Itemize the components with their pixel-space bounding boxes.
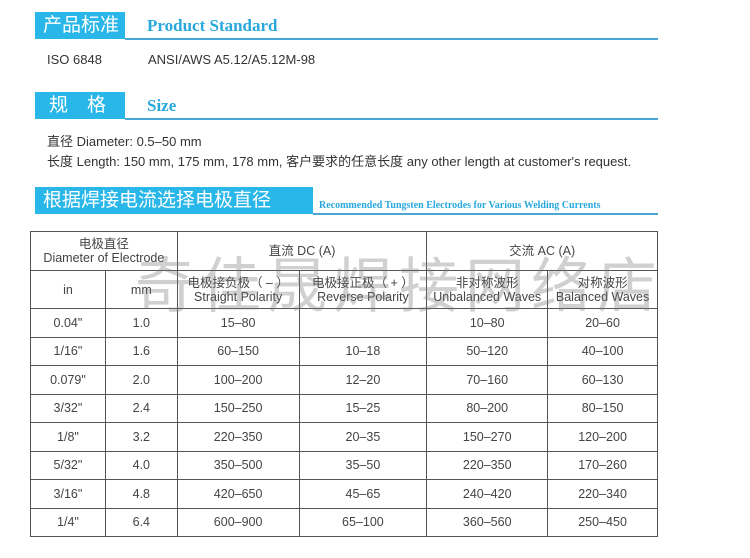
cell-balanced: 60–130 xyxy=(547,365,658,395)
table-subheader-row: in mm 电极接负极（ – ） Straight Polarity 电极接正极（… xyxy=(30,270,658,309)
dc-header: 直流 DC (A) xyxy=(176,231,428,271)
balanced-header: 对称波形 Balanced Waves xyxy=(547,270,658,309)
cell-balanced: 80–150 xyxy=(547,393,658,423)
cell-unbalanced: 70–160 xyxy=(426,365,549,395)
cell-mm: 4.0 xyxy=(104,450,178,480)
cell-straight: 60–150 xyxy=(176,336,300,366)
cell-balanced: 40–100 xyxy=(547,336,658,366)
cell-straight: 150–250 xyxy=(176,393,300,423)
cell-in: 1/4" xyxy=(30,507,106,537)
cell-reverse: 15–25 xyxy=(298,393,428,423)
cell-in: 0.079" xyxy=(30,365,106,395)
cell-balanced: 120–200 xyxy=(547,422,658,452)
mm-header: mm xyxy=(104,270,178,309)
cell-in: 0.04" xyxy=(30,308,106,338)
cell-reverse: 45–65 xyxy=(298,479,428,509)
cell-mm: 2.4 xyxy=(104,393,178,423)
size-header: 规 格 Size xyxy=(35,92,658,120)
bal-en: Balanced Waves xyxy=(555,289,650,304)
in-header: in xyxy=(30,270,106,309)
reverse-polarity-header: 电极接正极（ + ） Reverse Polarity xyxy=(298,270,428,309)
diameter-text: 直径 Diameter: 0.5–50 mm xyxy=(47,134,202,149)
cell-mm: 1.6 xyxy=(104,336,178,366)
straight-en: Straight Polarity xyxy=(194,289,283,304)
cell-unbalanced: 240–420 xyxy=(426,479,549,509)
cell-in: 1/8" xyxy=(30,422,106,452)
unbalanced-header: 非对称波形 Unbalanced Waves xyxy=(426,270,549,309)
diameter-header: 电极直径 Diameter of Electrode xyxy=(30,231,178,271)
table-row: 1/16" 1.6 60–150 10–18 50–120 40–100 xyxy=(30,336,658,366)
cell-reverse: 20–35 xyxy=(298,422,428,452)
straight-polarity-header: 电极接负极（ – ） Straight Polarity xyxy=(176,270,300,309)
cell-straight: 350–500 xyxy=(176,450,300,480)
unbal-cn: 非对称波形 xyxy=(455,275,519,290)
cell-straight: 420–650 xyxy=(176,479,300,509)
cell-unbalanced: 220–350 xyxy=(426,450,549,480)
size-title-en: Size xyxy=(147,96,177,115)
cell-mm: 3.2 xyxy=(104,422,178,452)
standard-iso: ISO 6848 xyxy=(47,52,102,67)
table-row: 3/32" 2.4 150–250 15–25 80–200 80–150 xyxy=(30,393,658,423)
electrode-current-table: 电极直径 Diameter of Electrode 直流 DC (A) 交流 A… xyxy=(30,231,658,537)
cell-mm: 2.0 xyxy=(104,365,178,395)
cell-straight: 100–200 xyxy=(176,365,300,395)
cell-reverse: 65–100 xyxy=(298,507,428,537)
cell-in: 5/32" xyxy=(30,450,106,480)
product-standard-title-en: Product Standard xyxy=(147,16,278,35)
cell-balanced: 220–340 xyxy=(547,479,658,509)
divider xyxy=(125,118,658,120)
size-title-cn: 规 格 xyxy=(35,92,125,119)
cell-unbalanced: 360–560 xyxy=(426,507,549,537)
cell-reverse: 35–50 xyxy=(298,450,428,480)
straight-cn: 电极接负极（ – ） xyxy=(187,275,289,290)
table-row: 1/4" 6.4 600–900 65–100 360–560 250–450 xyxy=(30,507,658,537)
cell-straight: 15–80 xyxy=(176,308,300,338)
cell-mm: 4.8 xyxy=(104,479,178,509)
cell-mm: 6.4 xyxy=(104,507,178,537)
reverse-en: Reverse Polarity xyxy=(317,289,409,304)
current-header: 根据焊接电流选择电极直径 Recommended Tungsten Electr… xyxy=(35,187,658,215)
current-title-en: Recommended Tungsten Electrodes for Vari… xyxy=(319,200,601,211)
cell-unbalanced: 80–200 xyxy=(426,393,549,423)
cell-reverse: 12–20 xyxy=(298,365,428,395)
table-row: 1/8" 3.2 220–350 20–35 150–270 120–200 xyxy=(30,422,658,452)
cell-straight: 600–900 xyxy=(176,507,300,537)
cell-in: 3/16" xyxy=(30,479,106,509)
cell-balanced: 170–260 xyxy=(547,450,658,480)
cell-unbalanced: 10–80 xyxy=(426,308,549,338)
product-standard-title-cn: 产品标准 xyxy=(35,12,125,39)
cell-in: 1/16" xyxy=(30,336,106,366)
product-standard-header: 产品标准 Product Standard xyxy=(35,12,658,40)
diameter-header-en: Diameter of Electrode xyxy=(43,251,165,265)
ac-header: 交流 AC (A) xyxy=(426,231,658,271)
table-row: 0.079" 2.0 100–200 12–20 70–160 60–130 xyxy=(30,365,658,395)
cell-reverse xyxy=(298,308,428,338)
table-row: 5/32" 4.0 350–500 35–50 220–350 170–260 xyxy=(30,450,658,480)
table-header-row: 电极直径 Diameter of Electrode 直流 DC (A) 交流 A… xyxy=(30,231,658,271)
current-title-cn: 根据焊接电流选择电极直径 xyxy=(35,187,313,214)
cell-unbalanced: 150–270 xyxy=(426,422,549,452)
cell-balanced: 250–450 xyxy=(547,507,658,537)
length-text: 长度 Length: 150 mm, 175 mm, 178 mm, 客户要求的… xyxy=(47,154,632,169)
table-row: 3/16" 4.8 420–650 45–65 240–420 220–340 xyxy=(30,479,658,509)
cell-straight: 220–350 xyxy=(176,422,300,452)
divider xyxy=(125,38,658,40)
cell-unbalanced: 50–120 xyxy=(426,336,549,366)
cell-mm: 1.0 xyxy=(104,308,178,338)
cell-reverse: 10–18 xyxy=(298,336,428,366)
divider xyxy=(313,213,658,215)
table-row: 0.04" 1.0 15–80 10–80 20–60 xyxy=(30,308,658,338)
cell-in: 3/32" xyxy=(30,393,106,423)
cell-balanced: 20–60 xyxy=(547,308,658,338)
diameter-header-cn: 电极直径 xyxy=(78,237,129,251)
unbal-en: Unbalanced Waves xyxy=(433,289,542,304)
bal-cn: 对称波形 xyxy=(577,275,628,290)
reverse-cn: 电极接正极（ + ） xyxy=(312,275,414,290)
standard-ansi: ANSI/AWS A5.12/A5.12M-98 xyxy=(148,52,316,67)
